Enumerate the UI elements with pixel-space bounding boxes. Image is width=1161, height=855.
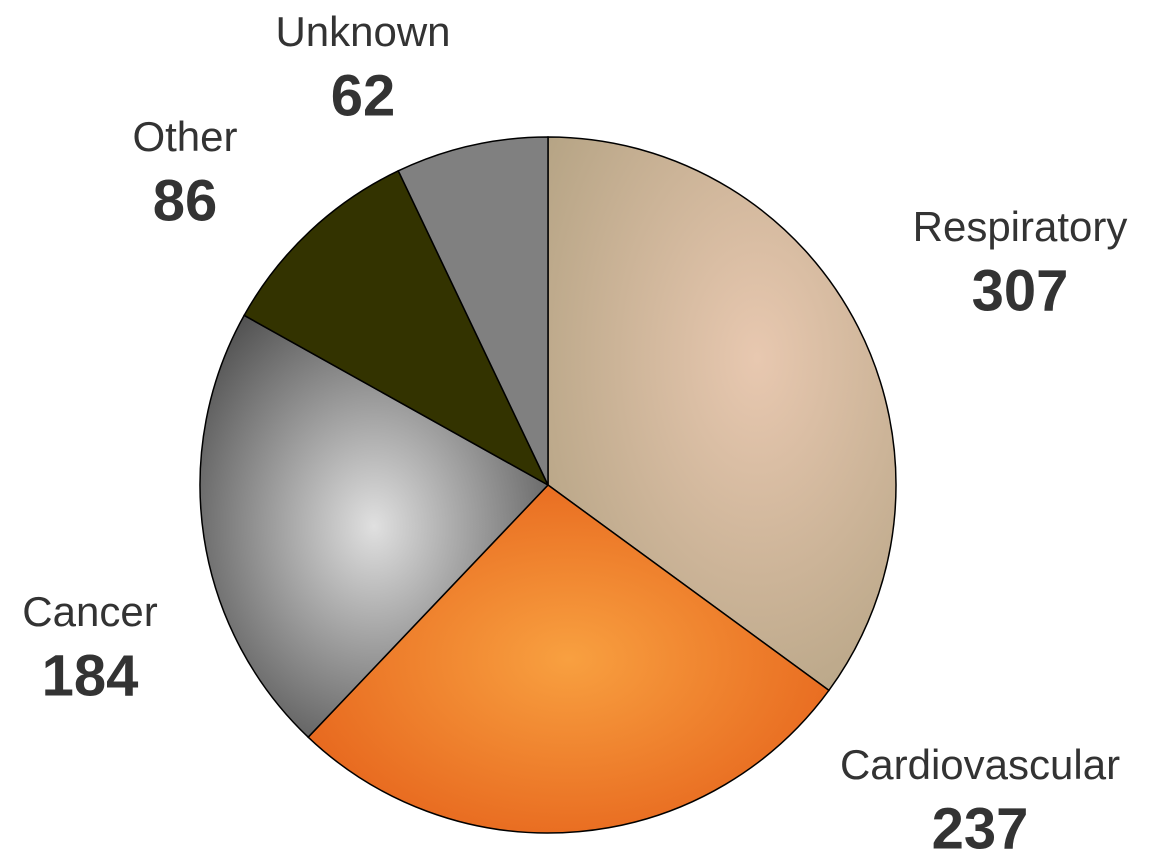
- slice-label: Respiratory: [913, 203, 1128, 250]
- slice-label: Cancer: [22, 588, 157, 635]
- slice-label: Unknown: [275, 8, 450, 55]
- pie-slice: [243, 169, 550, 487]
- slice-label: Cardiovascular: [840, 741, 1120, 788]
- slice-value: 184: [42, 643, 139, 708]
- pie-slice: [547, 136, 897, 692]
- slice-value: 237: [932, 796, 1029, 855]
- slice-label: Other: [132, 113, 237, 160]
- pie-slice: [307, 484, 830, 834]
- slice-value: 62: [331, 63, 396, 128]
- pie-slice: [199, 314, 550, 739]
- slice-value: 86: [153, 168, 218, 233]
- pie-slice: [397, 136, 549, 486]
- labels: Respiratory 307 Cardiovascular 237 Cancer 184…: [22, 8, 1127, 855]
- pie: [199, 136, 897, 834]
- slice-value: 307: [972, 258, 1069, 323]
